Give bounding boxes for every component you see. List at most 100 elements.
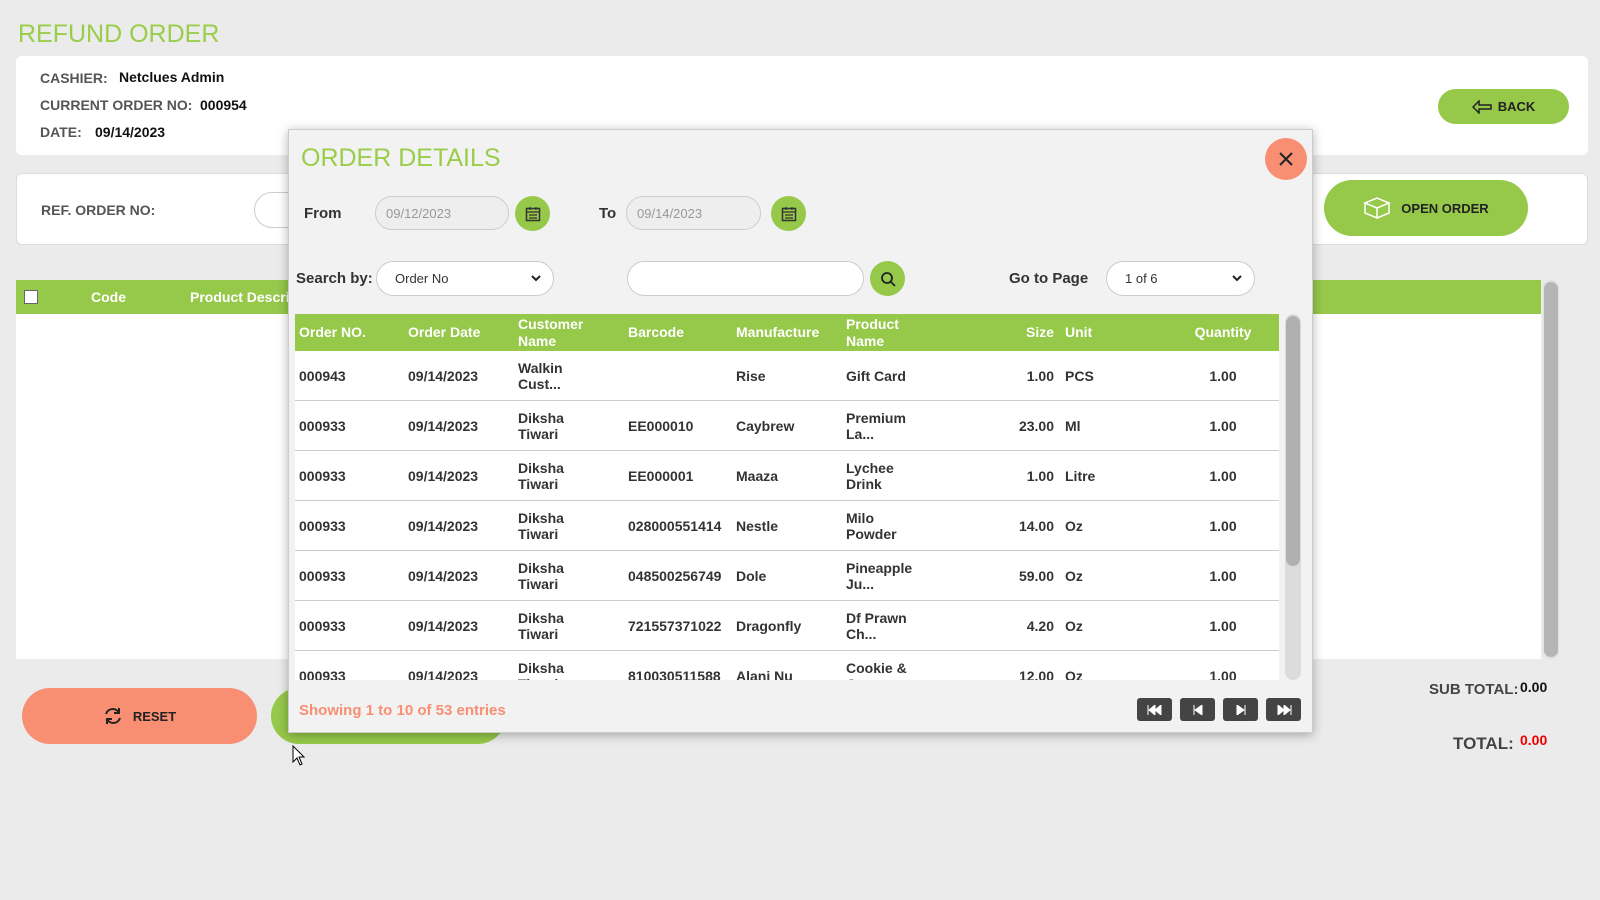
next-page-button[interactable] [1223,698,1258,721]
back-icon [1471,99,1492,114]
table-cell: 23.00 [1018,417,1054,434]
search-button[interactable] [870,261,905,296]
from-date-input[interactable]: 09/12/2023 [375,196,509,230]
table-cell: Diksha Tiwari [518,459,564,492]
table-cell: 09/14/2023 [408,567,479,584]
orders-table: Order NO. Order Date Customer Name Barcode M… [295,314,1279,680]
table-cell: Diksha Tiwari [518,509,564,542]
page-title: REFUND ORDER [18,20,220,48]
search-option: Order No [395,271,449,286]
to-calendar-button[interactable] [771,196,806,231]
column-header: Order NO. [299,324,366,340]
table-scroll-thumb[interactable] [1286,316,1300,566]
table-row[interactable]: 000943 09/14/2023 Walkin Cust... Rise Gift C… [295,351,1279,401]
table-cell: Alani Nu [736,667,793,681]
table-cell: Lychee Drink [846,459,894,492]
back-button[interactable]: BACK [1438,89,1569,124]
table-cell: 000933 [299,617,346,634]
calendar-icon [525,206,540,221]
table-cell: 14.00 [1018,517,1054,534]
table-cell: 1.00 [1209,667,1237,681]
chevron-icon [1232,275,1242,282]
table-cell: 000933 [299,467,346,484]
close-button[interactable] [1265,138,1307,180]
table-cell: 09/14/2023 [408,667,479,681]
first-page-button[interactable] [1137,698,1172,721]
table-scrollbar[interactable] [1285,314,1301,680]
table-cell: Rise [736,367,766,384]
column-header: Quantity [1194,324,1252,340]
order-label: CURRENT ORDER NO: [40,97,193,113]
table-cell: Gift Card [846,367,906,384]
table-cell: Dole [736,567,767,584]
search-by-select[interactable]: Order No [376,261,554,296]
to-date-input[interactable]: 09/14/2023 [626,196,761,230]
back-text: BACK [1497,99,1536,114]
table-cell: 09/14/2023 [408,467,479,484]
table-cell: 028000551414 [628,517,722,534]
search-input[interactable] [627,261,864,296]
first-icon [1147,704,1161,715]
table-cell: 810030511588 [628,667,721,681]
total-label: TOTAL: [1453,734,1514,753]
open-order-button[interactable]: OPEN ORDER [1324,180,1528,236]
table-cell: 1.00 [1209,417,1237,434]
cart-scroll-thumb[interactable] [1544,282,1558,657]
calendar-icon [781,206,796,221]
cashier-label: CASHIER: [40,70,108,86]
page-label: Go to Page [1009,270,1089,287]
table-cell: 59.00 [1018,567,1054,584]
table-cell: 09/14/2023 [408,617,479,634]
total-value: 0.00 [1520,732,1548,748]
table-cell: Premium La... [846,409,906,442]
table-row[interactable]: 000933 09/14/2023 Diksha Tiwari 02800055141… [295,501,1279,551]
table-cell: Diksha Tiwari [518,659,564,681]
column-header: Barcode [628,324,685,340]
table-cell: Df Prawn Ch... [846,609,907,642]
table-cell: Maaza [736,467,779,484]
table-row[interactable]: 000933 09/14/2023 Diksha Tiwari 04850025674… [295,551,1279,601]
subtotal-value: 0.00 [1520,679,1548,695]
order-details-modal: ORDER DETAILS From 09/12/2023 To 09/14/2… [288,129,1313,733]
column-header: Product Name [846,315,899,349]
table-cell: Cookie & Cr... [846,659,907,681]
table-cell: Oz [1065,667,1083,681]
from-calendar-button[interactable] [515,196,550,231]
table-cell: Nestle [736,517,779,534]
prev-page-button[interactable] [1180,698,1215,721]
table-cell: Diksha Tiwari [518,609,564,642]
table-cell: Pineapple Ju... [846,559,913,592]
table-row[interactable]: 000933 09/14/2023 Diksha Tiwari 72155737102… [295,601,1279,651]
table-cell: 1.00 [1209,367,1237,384]
table-cell: Litre [1065,467,1096,484]
table-cell: Dragonfly [736,617,802,634]
subtotal-label: SUB TOTAL: [1429,681,1519,698]
table-cell: 1.00 [1209,467,1237,484]
table-cell: Ml [1065,417,1081,434]
table-cell: Diksha Tiwari [518,559,564,592]
table-cell: 1.00 [1026,367,1054,384]
table-cell: EE000010 [628,417,694,434]
entries-info: Showing 1 to 10 of 53 entries [299,702,506,719]
table-cell: 000933 [299,417,346,434]
select-all-checkbox[interactable] [24,290,38,304]
table-cell: 1.00 [1209,617,1237,634]
table-row[interactable]: 000933 09/14/2023 Diksha Tiwari 81003051158… [295,651,1279,680]
next-icon [1236,704,1245,715]
box-icon [1363,197,1392,220]
reset-button[interactable]: RESET [22,688,257,744]
page-select[interactable]: 1 of 6 [1106,261,1255,296]
table-row[interactable]: 000933 09/14/2023 Diksha Tiwari EE000010 Cay… [295,401,1279,451]
modal-title: ORDER DETAILS [301,144,501,172]
last-page-button[interactable] [1266,698,1301,721]
cart-column: Code [91,289,126,305]
table-cell: 000933 [299,667,346,681]
cart-scrollbar[interactable] [1543,280,1559,659]
table-cell: Milo Powder [846,509,897,542]
from-label: From [304,205,342,222]
table-cell: 000933 [299,567,346,584]
chevron-icon [531,275,541,282]
table-row[interactable]: 000933 09/14/2023 Diksha Tiwari EE000001 Maa… [295,451,1279,501]
column-header: Order Date [408,324,481,340]
table-cell: Walkin Cust... [518,359,563,392]
